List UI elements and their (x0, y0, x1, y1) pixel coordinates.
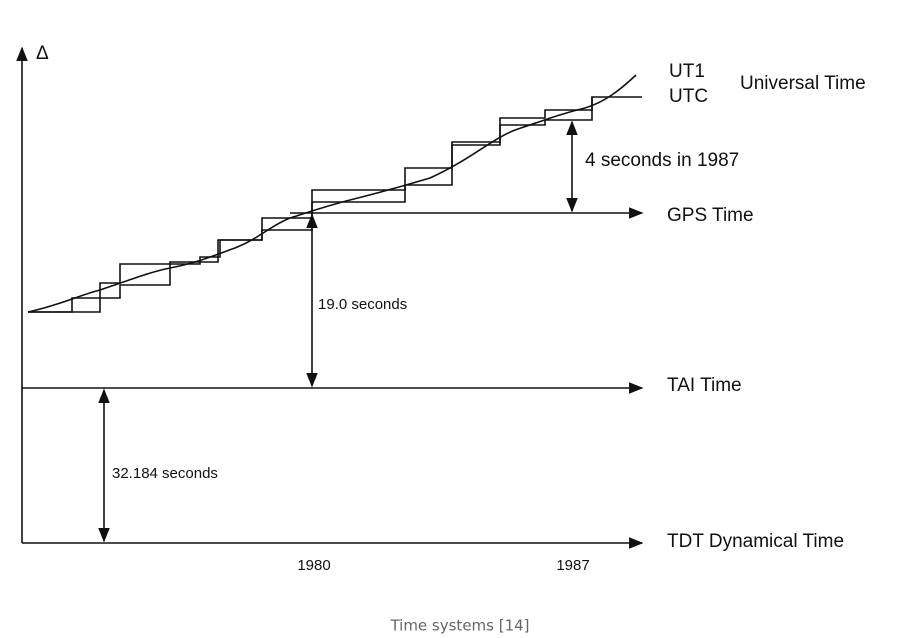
axis-symbol: Δ (36, 43, 49, 64)
gps-offset-label: 4 seconds in 1987 (585, 150, 739, 171)
tai-gps-offset-label: 19.0 seconds (318, 296, 407, 313)
x-label: 1987 (556, 557, 589, 574)
caption: Time systems [14] (389, 617, 529, 635)
universal-time-label: Universal Time (740, 73, 866, 94)
tdt-tai-offset-label: 32.184 seconds (112, 465, 218, 482)
ut1-curve (27, 74, 637, 313)
x-label: 1980 (297, 557, 330, 574)
ut1-label: UT1 (669, 61, 705, 82)
gps-time-label: GPS Time (667, 205, 754, 226)
tdt-time-label: TDT Dynamical Time (667, 531, 844, 552)
utc-label: UTC (669, 86, 708, 107)
tai-time-label: TAI Time (667, 375, 742, 396)
gps-steps (28, 97, 593, 313)
